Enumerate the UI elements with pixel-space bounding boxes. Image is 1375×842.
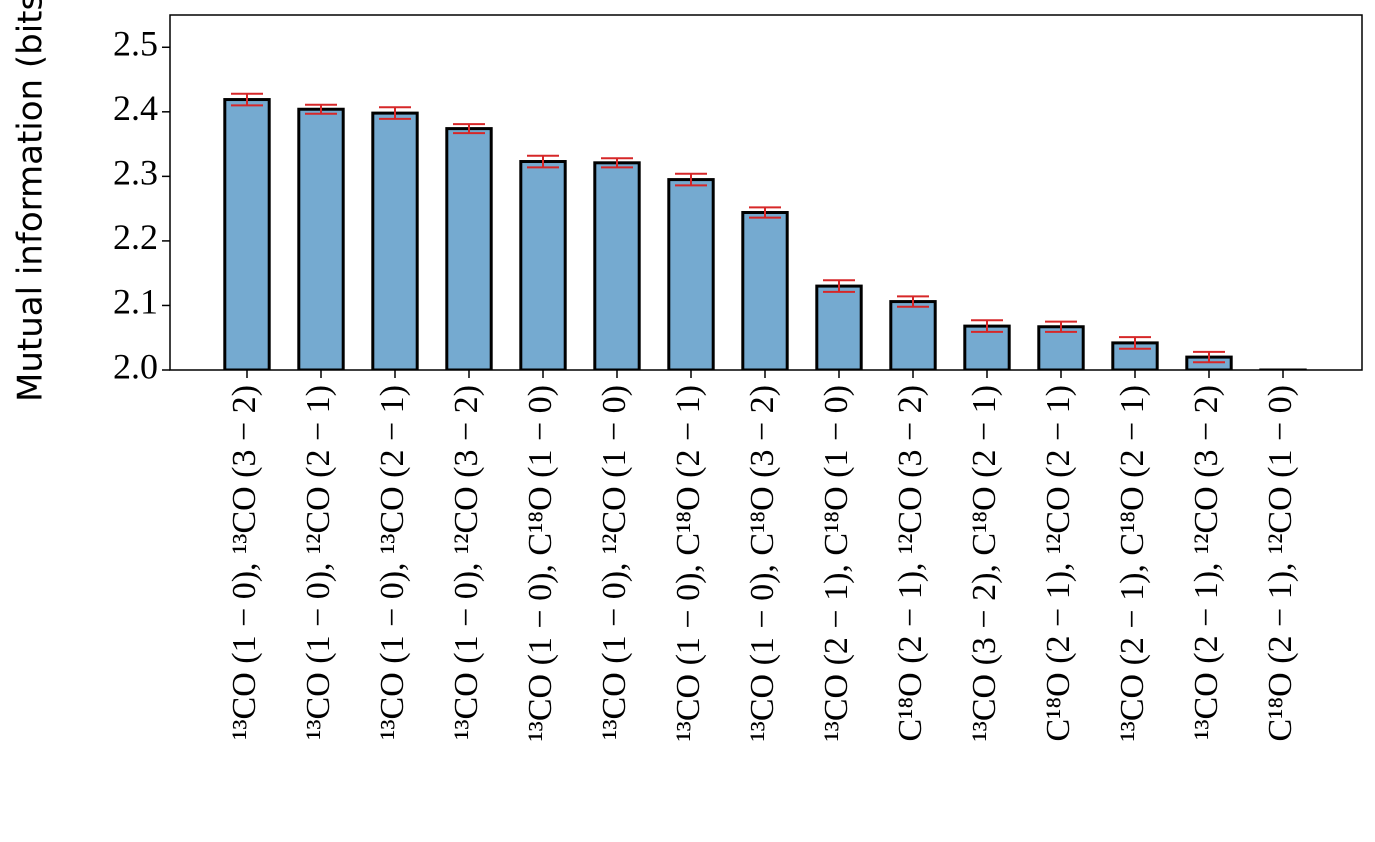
x-tick-label: C¹⁸O (2 − 1), ¹²CO (1 − 0) xyxy=(1262,385,1299,742)
bar xyxy=(667,178,715,370)
x-tick-label: C¹⁸O (2 − 1), ¹²CO (2 − 1) xyxy=(1040,385,1077,742)
x-tick-label: ¹³CO (2 − 1), ¹²CO (3 − 2) xyxy=(1188,385,1225,740)
x-tick-label: ¹³CO (1 − 0), ¹³CO (3 − 2) xyxy=(226,385,263,740)
x-tick-label: ¹³CO (1 − 0), ¹²CO (1 − 0) xyxy=(596,385,633,740)
bar xyxy=(963,324,1011,370)
y-tick-label: 2.2 xyxy=(113,217,158,257)
plot-area xyxy=(223,92,1307,370)
bar xyxy=(741,211,789,370)
error-bar xyxy=(601,157,633,169)
error-bar xyxy=(897,295,929,308)
bar xyxy=(519,160,567,370)
error-bar xyxy=(379,106,411,120)
error-bar xyxy=(1193,350,1225,364)
bar xyxy=(1037,325,1085,370)
y-tick-label: 2.3 xyxy=(113,153,158,193)
error-bar xyxy=(749,206,781,219)
y-tick-label: 2.1 xyxy=(113,282,158,322)
x-tick-label: ¹³CO (1 − 0), ¹²CO (3 − 2) xyxy=(448,385,485,740)
x-tick-label: ¹³CO (1 − 0), C¹⁸O (2 − 1) xyxy=(670,385,707,742)
bar xyxy=(593,161,641,370)
bar xyxy=(371,111,419,370)
error-bar xyxy=(453,123,485,135)
x-tick-label: C¹⁸O (2 − 1), ¹²CO (3 − 2) xyxy=(892,385,929,742)
bar xyxy=(815,284,863,370)
y-axis-label: Mutual information (bits) xyxy=(11,0,51,402)
error-bar xyxy=(305,103,337,115)
error-bar xyxy=(1045,320,1077,333)
bar xyxy=(297,107,345,370)
error-bar xyxy=(971,319,1003,333)
y-tick-label: 2.4 xyxy=(113,88,158,128)
x-tick-label: ¹³CO (2 − 1), C¹⁸O (2 − 1) xyxy=(1114,385,1151,742)
error-bar xyxy=(231,92,263,107)
x-tick-label: ¹³CO (1 − 0), C¹⁸O (1 − 0) xyxy=(522,385,559,742)
x-tick-label: ¹³CO (1 − 0), ¹³CO (2 − 1) xyxy=(374,385,411,740)
error-bar xyxy=(1119,336,1151,350)
x-tick-label: ¹³CO (1 − 0), C¹⁸O (3 − 2) xyxy=(744,385,781,742)
x-tick-label: ¹³CO (2 − 1), C¹⁸O (1 − 0) xyxy=(818,385,855,742)
bar xyxy=(445,127,493,370)
error-bar xyxy=(675,172,707,187)
error-bar xyxy=(823,279,855,293)
x-tick-label: ¹³CO (3 − 2), C¹⁸O (2 − 1) xyxy=(966,385,1003,742)
plot-frame xyxy=(169,14,1363,371)
x-tick-label: ¹³CO (1 − 0), ¹²CO (2 − 1) xyxy=(300,385,337,740)
y-tick-label: 2.0 xyxy=(113,346,158,386)
y-tick-label: 2.5 xyxy=(113,24,158,64)
error-bar xyxy=(527,154,559,169)
bar xyxy=(223,98,271,370)
bar xyxy=(889,300,937,370)
